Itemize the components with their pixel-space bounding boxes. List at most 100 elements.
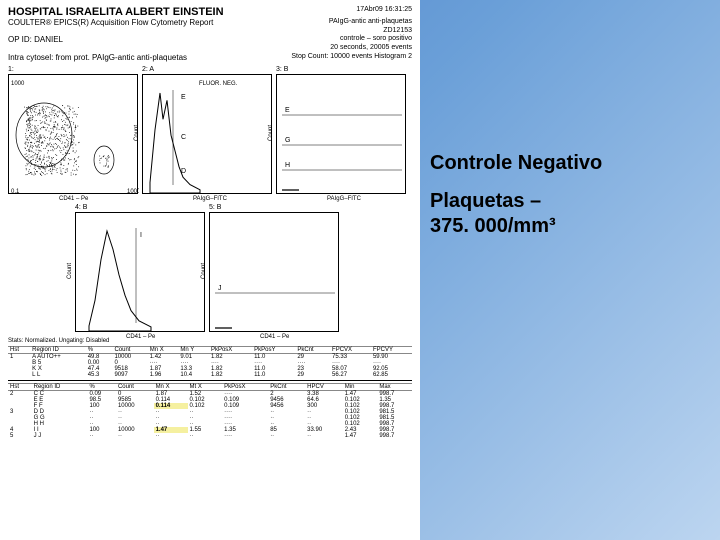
col-header: Hst: [8, 383, 32, 390]
scatter-svg: 1000 0.1 1000: [9, 75, 139, 195]
protocol-line: Intra cytosel: from prot. PAIgG-antic an…: [8, 53, 187, 62]
col-header: PkPosX: [209, 346, 252, 353]
col-header: Count: [116, 383, 154, 390]
stats-tables: Stats: Normalized. Ungating: Disabled Hs…: [8, 338, 412, 439]
table-cell: 56.27: [330, 372, 371, 378]
report-header-row4: OP ID: DANIEL controle – soro positivo: [8, 35, 412, 44]
chart-2-label: 2: A: [142, 66, 272, 73]
chart-1-wrap: 1: 1000 0.1 1000 CD41 – Pe: [8, 66, 138, 194]
col-header: PkCnt: [268, 383, 305, 390]
sample-id: PAIgG-antic anti-plaquetas: [329, 18, 412, 27]
table-cell: 998.7: [377, 433, 412, 439]
instrument-line: COULTER® EPICS(R) Acquisition Flow Cytom…: [8, 18, 213, 27]
col-header: Mn X: [154, 383, 188, 390]
annotation-line1: Plaquetas –: [430, 190, 541, 212]
svg-text:E: E: [285, 107, 290, 114]
annotation-body: Plaquetas – 375. 000/mm³: [430, 189, 700, 239]
chart-2-xaxis: PAIgG–FITC: [193, 196, 227, 202]
hospital-name: HOSPITAL ISRAELITA ALBERT EINSTEIN: [8, 6, 224, 18]
col-header: PkPosX: [222, 383, 268, 390]
table-cell: 11.0: [252, 372, 295, 378]
col-header: Mn Y: [178, 346, 209, 353]
stats-table-2: HstRegion ID%CountMn XMt XPkPosXPkCntHPC…: [8, 383, 412, 439]
chart-1-label: 1:: [8, 66, 138, 73]
svg-text:0.1: 0.1: [11, 189, 20, 195]
chart-5-wrap: 5: B J Count CD41 – Pe: [209, 204, 339, 332]
table-cell: 1.96: [148, 372, 179, 378]
report-header-row5: 20 seconds, 20005 events: [8, 44, 412, 52]
col-header: PkPosY: [252, 346, 295, 353]
stats-table-1: HstRegion ID%CountMn XMn YPkPosXPkPosYPk…: [8, 346, 412, 378]
svg-text:E: E: [181, 94, 186, 101]
annotation-line2: 375. 000/mm³: [430, 215, 556, 237]
svg-text:1000: 1000: [11, 81, 25, 87]
chart-5-yaxis: Count: [201, 263, 207, 279]
report-header-row1: HOSPITAL ISRAELITA ALBERT EINSTEIN 17Abr…: [8, 6, 412, 18]
table-cell: 1.82: [209, 372, 252, 378]
col-header: Max: [377, 383, 412, 390]
stats-mode: Stats: Normalized. Ungating: Disabled: [8, 338, 412, 344]
col-header: Mn X: [148, 346, 179, 353]
table-cell: ··: [116, 433, 154, 439]
chart-2-title: FLUOR. NEG.: [199, 81, 238, 87]
annotation-title: Controle Negativo: [430, 152, 700, 175]
chart-scatter: 1000 0.1 1000 CD41 – Pe: [8, 74, 138, 194]
table-cell: 1.47: [343, 433, 378, 439]
chart-5-label: 5: B: [209, 204, 339, 211]
table-cell: 62.85: [371, 372, 412, 378]
stop-line: Stop Count: 10000 events Histogram 2: [291, 53, 412, 62]
chart-row-2: 4: B I Count CD41 – Pe 5: B J: [8, 204, 412, 332]
table-cell: ··: [154, 433, 188, 439]
chart-4-label: 4: B: [75, 204, 205, 211]
table-cell: 10.4: [178, 372, 209, 378]
chart-hist-1: FLUOR. NEG. E C D Count PAIgG–FITC: [142, 74, 272, 194]
opid: OP ID: DANIEL: [8, 35, 63, 44]
chart-3-label: 3: B: [276, 66, 406, 73]
col-header: %: [87, 383, 116, 390]
svg-text:G: G: [285, 137, 290, 144]
col-header: HPCV: [305, 383, 343, 390]
svg-text:I: I: [140, 232, 142, 239]
col-header: Min: [343, 383, 378, 390]
hist1-svg: FLUOR. NEG. E C D: [143, 75, 273, 195]
col-header: Region ID: [30, 346, 86, 353]
table-cell: ··: [87, 433, 116, 439]
svg-text:1000: 1000: [127, 189, 139, 195]
table-cell: 45.3: [86, 372, 113, 378]
chart-3-xaxis: PAIgG–FITC: [327, 196, 361, 202]
chart-hist-flat: E G H Count PAIgG–FITC: [276, 74, 406, 194]
table-cell: 29: [295, 372, 330, 378]
col-header: Count: [112, 346, 147, 353]
chart-1-xaxis: CD41 – Pe: [59, 196, 88, 202]
table-cell: ····: [222, 433, 268, 439]
table-cell: J J: [32, 433, 88, 439]
slide-container: HOSPITAL ISRAELITA ALBERT EINSTEIN 17Abr…: [0, 0, 720, 540]
svg-text:J: J: [218, 285, 222, 292]
table-cell: ··: [188, 433, 223, 439]
report-datetime: 17Abr09 16:31:25: [356, 6, 412, 18]
chart-row-1: 1: 1000 0.1 1000 CD41 – Pe 2: A: [8, 66, 412, 194]
table-cell: L L: [30, 372, 86, 378]
table-cell: ··: [268, 433, 305, 439]
hist-flat2-svg: J: [210, 213, 340, 333]
table-cell: [8, 372, 30, 378]
chart-4-xaxis: CD41 – Pe: [126, 334, 155, 340]
chart-4-yaxis: Count: [67, 263, 73, 279]
annotation-block: Controle Negativo Plaquetas – 375. 000/m…: [430, 152, 700, 239]
svg-text:H: H: [285, 162, 290, 169]
hist-flat-svg: E G H: [277, 75, 407, 195]
report-header-row6: Intra cytosel: from prot. PAIgG-antic an…: [8, 53, 412, 62]
report-header-row2: COULTER® EPICS(R) Acquisition Flow Cytom…: [8, 18, 412, 27]
flow-cytometry-report: HOSPITAL ISRAELITA ALBERT EINSTEIN 17Abr…: [0, 0, 420, 540]
chart-3-wrap: 3: B E G H Count PAIgG–FITC: [276, 66, 406, 194]
col-header: Hst: [8, 346, 30, 353]
report-header-row3: ZD12153: [8, 27, 412, 35]
acq-line: 20 seconds, 20005 events: [330, 44, 412, 52]
run-id: ZD12153: [383, 27, 412, 35]
table-cell: 9097: [112, 372, 147, 378]
chart-2-wrap: 2: A FLUOR. NEG. E C D Count PAIgG–FITC: [142, 66, 272, 194]
col-header: FPCVX: [330, 346, 371, 353]
table-cell: ··: [305, 433, 343, 439]
svg-text:C: C: [181, 134, 186, 141]
col-header: %: [86, 346, 113, 353]
